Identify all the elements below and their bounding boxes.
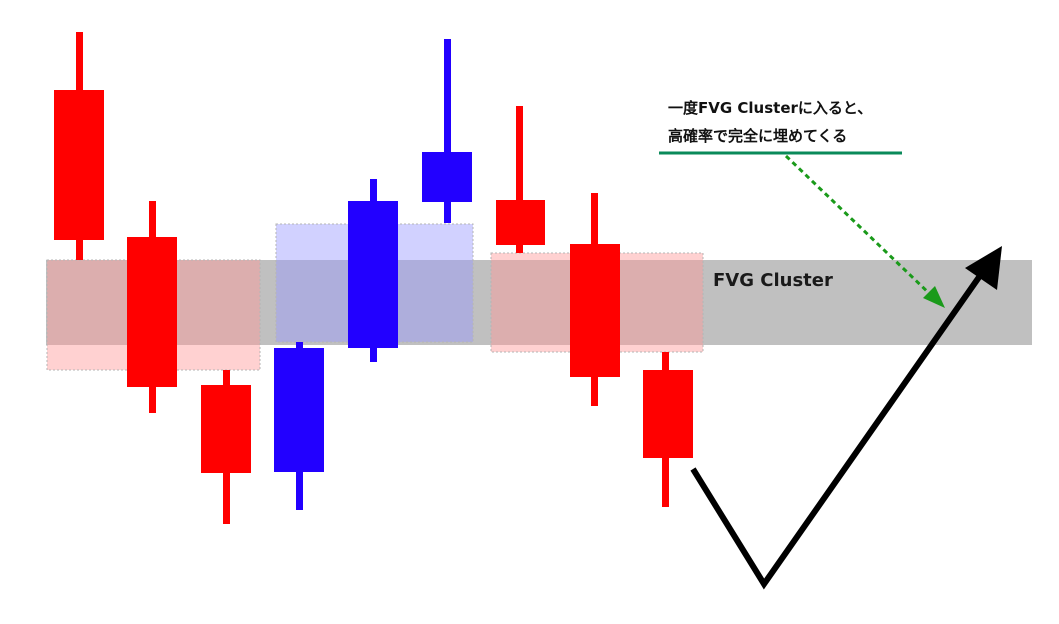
- price-path-arrow-head-icon: [965, 246, 1002, 290]
- candles: [54, 32, 693, 524]
- candle: [422, 39, 472, 223]
- dotted-arrow-line: [784, 154, 934, 298]
- candle: [570, 193, 620, 406]
- price-path-line: [690, 268, 987, 590]
- candle-body: [570, 244, 620, 377]
- candle-body: [201, 385, 251, 473]
- candle: [201, 370, 251, 524]
- annotation-line-1: 一度FVG Clusterに入ると、: [668, 99, 872, 117]
- candle: [496, 106, 545, 253]
- candle: [127, 201, 177, 413]
- fvg-cluster-label: FVG Cluster: [713, 270, 833, 291]
- candle: [274, 342, 324, 510]
- candle-body: [496, 200, 545, 245]
- candle-body: [127, 237, 177, 387]
- candle-wick: [444, 39, 451, 223]
- candle-body: [274, 348, 324, 472]
- candle-body: [643, 370, 693, 458]
- candle: [348, 179, 398, 362]
- candle: [643, 352, 693, 507]
- candle-body: [422, 152, 472, 202]
- fvg-cluster-band: [46, 260, 1032, 345]
- candle: [54, 32, 104, 260]
- candle-body: [348, 201, 398, 348]
- candle-wick: [516, 106, 523, 253]
- dotted-arrow-head-icon: [923, 286, 945, 308]
- annotation-line-2: 高確率で完全に埋めてくる: [668, 127, 847, 145]
- candle-body: [54, 90, 104, 240]
